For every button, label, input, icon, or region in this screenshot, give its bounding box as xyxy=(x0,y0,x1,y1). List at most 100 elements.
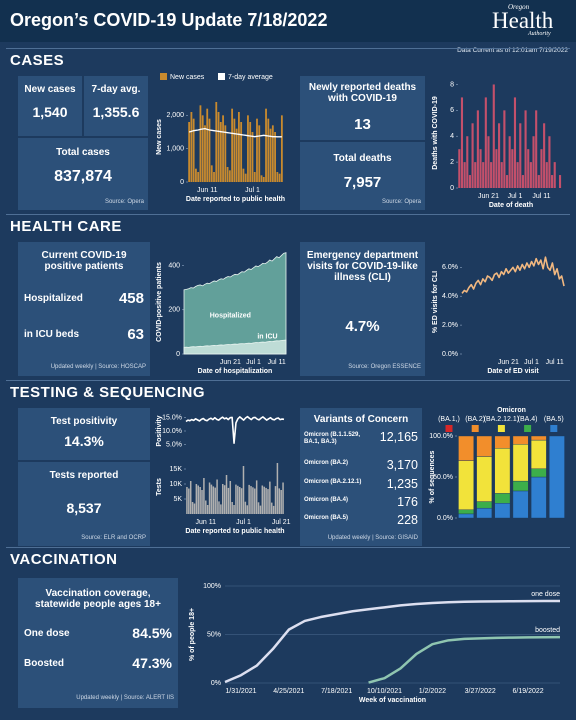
panel xyxy=(18,242,150,376)
kpi-label: Total cases xyxy=(56,147,110,158)
bar xyxy=(257,502,260,514)
bar xyxy=(280,490,282,514)
bar xyxy=(267,489,269,514)
x-axis-label: Date of death xyxy=(488,202,534,209)
bar xyxy=(479,149,482,188)
bar xyxy=(269,128,272,182)
source-note: Updated weekly | Source: ALERT IIS xyxy=(76,695,174,701)
bar xyxy=(254,488,256,514)
bar xyxy=(248,484,250,514)
bar xyxy=(270,502,273,514)
bar xyxy=(548,136,551,188)
chart: 0% 50% 100% 1/31/2021 4/25/2021 7/18/2021 10/1… xyxy=(189,583,560,695)
bar xyxy=(527,149,530,188)
bar xyxy=(210,165,213,182)
bar xyxy=(215,102,218,182)
bar xyxy=(189,481,192,514)
bar xyxy=(233,118,236,182)
chart: 0 200 400 Jun 21 Jul 1 Jul 11 COVID-positive p… xyxy=(156,252,287,366)
bar-segment xyxy=(549,435,565,519)
bar xyxy=(188,122,191,182)
bar xyxy=(267,118,270,182)
area xyxy=(183,339,287,355)
bar xyxy=(272,505,275,514)
bar-segment xyxy=(494,503,511,519)
legend-label: (BA.2.12.1) xyxy=(484,416,519,423)
kpi-label: Newly reported deaths with COVID-19 xyxy=(308,82,417,104)
section-rule xyxy=(6,48,570,49)
bar xyxy=(229,481,232,514)
bar xyxy=(280,115,283,182)
variant-name: Omicron (BA.2.12.1) xyxy=(304,479,362,485)
bar xyxy=(221,484,224,514)
variant-value: 1,235 xyxy=(386,477,418,491)
bar xyxy=(227,487,230,514)
bar-segment xyxy=(458,509,474,515)
bar xyxy=(231,108,234,182)
panel xyxy=(300,76,425,140)
bar xyxy=(214,487,216,514)
bar xyxy=(521,175,524,188)
legend-swatch xyxy=(524,425,532,432)
y-tick-label: 1,000 xyxy=(166,146,184,153)
bar xyxy=(535,110,538,188)
bar xyxy=(511,149,514,188)
kpi-label: One dose xyxy=(24,628,70,639)
bar-segment xyxy=(476,456,493,502)
logo-bottom: Authority xyxy=(528,31,551,37)
bar xyxy=(235,128,238,182)
y-tick-label: 5.0% xyxy=(166,441,182,448)
bar xyxy=(249,122,252,182)
bar xyxy=(206,505,209,514)
x-tick-label: Jul 11 xyxy=(546,359,564,366)
bar xyxy=(466,136,469,188)
bar-segment xyxy=(512,435,529,445)
bar xyxy=(190,112,193,182)
bar xyxy=(216,479,218,514)
bar-segment xyxy=(476,435,493,457)
bar xyxy=(516,162,519,188)
panel xyxy=(18,76,82,136)
kpi-label: New cases xyxy=(24,84,76,95)
bar xyxy=(278,488,281,514)
legend-swatch xyxy=(218,73,225,80)
source-note: Updated weekly | Source: HOSCAP xyxy=(50,364,146,370)
kpi-label: Vaccination coverage, statewide people a… xyxy=(35,588,161,610)
panel xyxy=(18,462,150,546)
source-note: Source: Opera xyxy=(104,199,144,205)
bar xyxy=(225,475,228,514)
kpi-value: 7,957 xyxy=(343,174,382,191)
y-tick-label: 0 xyxy=(450,185,454,192)
variant-value: 12,165 xyxy=(379,430,418,444)
bar xyxy=(458,149,461,188)
y-tick-label: 0% xyxy=(211,680,221,687)
kpi-label: Tests reported xyxy=(49,470,119,481)
line xyxy=(224,599,560,684)
bar-segment xyxy=(512,444,529,482)
panel xyxy=(18,578,178,708)
kpi-value: 47.3% xyxy=(132,655,172,671)
bar xyxy=(558,175,562,188)
y-tick-label: 0 xyxy=(180,179,184,186)
bar xyxy=(235,484,237,514)
line xyxy=(185,415,285,445)
variant-value: 3,170 xyxy=(386,458,418,472)
bar xyxy=(217,112,220,182)
line xyxy=(188,128,282,138)
bar xyxy=(551,175,554,188)
bar xyxy=(186,487,188,514)
kpi-value: 1,355.6 xyxy=(92,104,140,120)
bar xyxy=(220,504,222,514)
bar xyxy=(529,162,532,188)
bar xyxy=(223,485,226,514)
bar xyxy=(274,486,277,514)
x-tick-label: Jul 11 xyxy=(268,359,286,366)
x-tick-label: Jul 21 xyxy=(272,519,291,526)
bar xyxy=(503,110,506,188)
bar xyxy=(471,123,474,188)
bar xyxy=(218,501,220,514)
bar xyxy=(212,486,215,514)
y-tick-label: 4 xyxy=(450,133,454,140)
y-tick-label: 2,000 xyxy=(166,112,184,119)
bar xyxy=(274,132,276,182)
